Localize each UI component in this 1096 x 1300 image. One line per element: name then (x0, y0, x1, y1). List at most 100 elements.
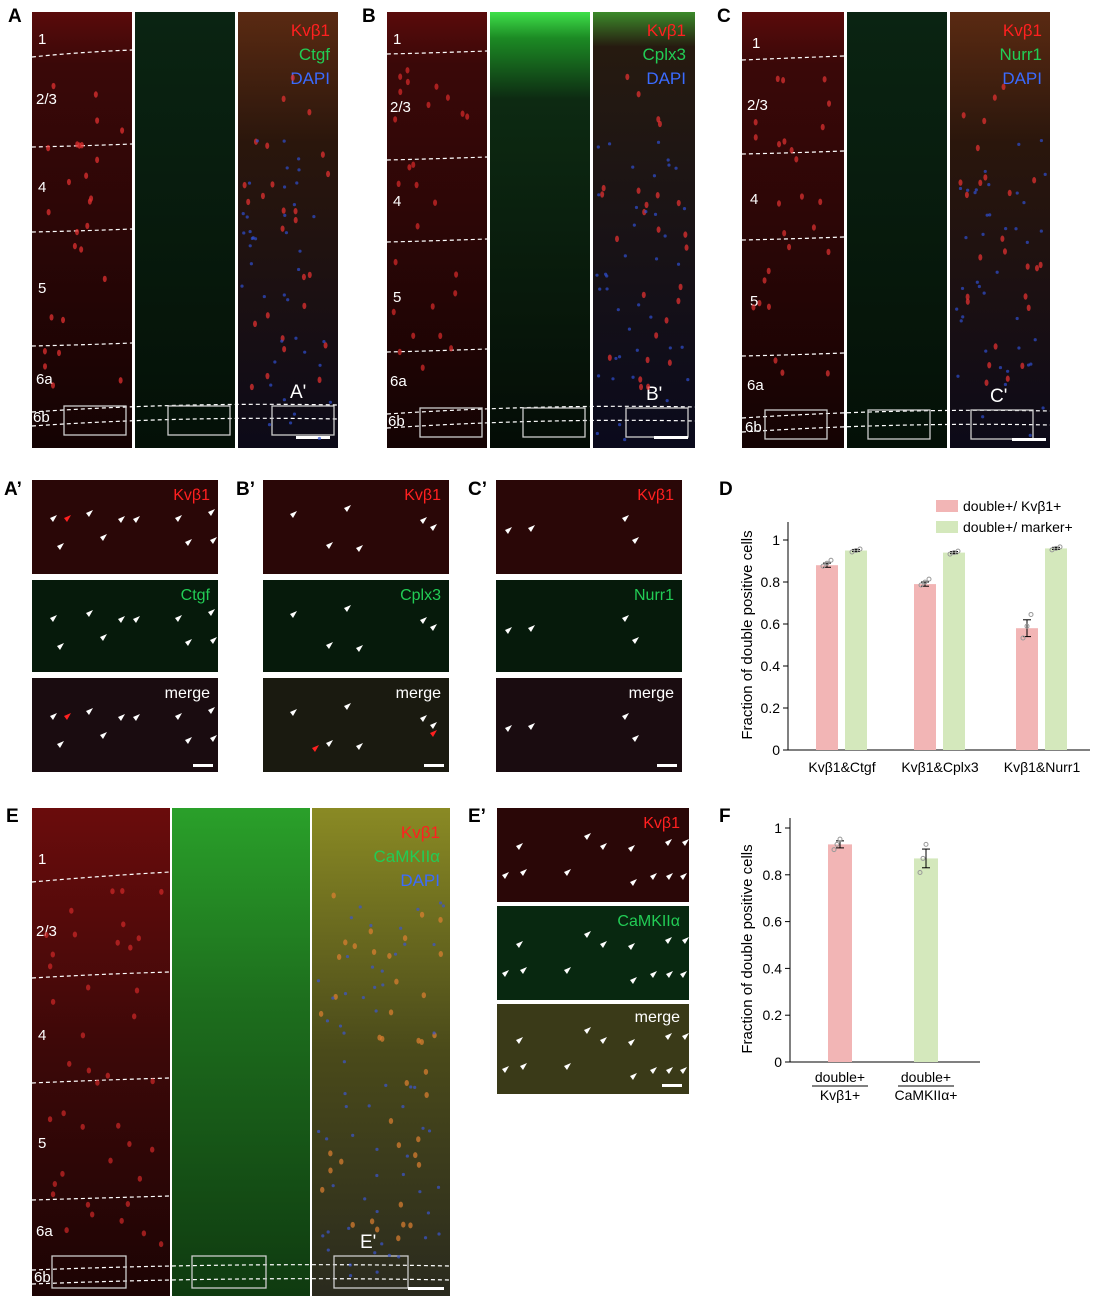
e-prime-merge-image (497, 1004, 689, 1094)
cell-blob (407, 164, 412, 171)
dapi-nucleus (981, 232, 985, 236)
dapi-nucleus (393, 952, 398, 956)
label-dapi: DAPI (290, 69, 330, 88)
cell-blob (369, 1218, 375, 1225)
chart-f-y-tick-label: 0.6 (763, 914, 783, 930)
cell-blobs-row3 (44, 888, 446, 1278)
panel-e-kvb1-image (32, 808, 170, 1296)
dapi-nucleus (616, 308, 620, 312)
e-prime-kvb1-image (497, 808, 689, 902)
dapi-nucleus (397, 1255, 401, 1259)
cell-blob (116, 1122, 121, 1129)
chart-d-legend-swatch (936, 521, 958, 533)
dapi-nucleus (998, 365, 1003, 370)
dapi-nucleus (286, 298, 290, 302)
cell-blob (449, 345, 454, 352)
dapi-nucleus (245, 215, 249, 219)
cell-blob (423, 1068, 429, 1075)
cell-blob (128, 944, 133, 951)
dapi-nucleus (367, 1104, 371, 1108)
panel-label-d: D (719, 479, 733, 500)
cell-blob (150, 1078, 155, 1085)
chart-f-data-point (917, 869, 923, 875)
cell-blob (641, 291, 646, 299)
chart-d-data-point (1024, 623, 1030, 629)
dapi-nucleus (338, 1024, 343, 1028)
dapi-nucleus (663, 234, 667, 238)
chart-d-data-point (1028, 611, 1034, 617)
arrowhead-marker (682, 937, 689, 944)
cell-blob (137, 1175, 143, 1182)
arrowhead-marker (50, 615, 57, 622)
chart-f-x-label-denominator: CaMKIIα+ (895, 1087, 958, 1103)
dapi-nucleus (988, 213, 992, 217)
cell-blob (120, 127, 125, 134)
panel-c-merge-image (950, 12, 1050, 448)
dapi-nucleus (423, 1236, 428, 1240)
arrowhead-marker (628, 1039, 635, 1046)
cell-blob (965, 298, 970, 305)
cell-blob (43, 363, 48, 370)
dapi-nucleus (605, 287, 609, 291)
dapi-nucleus (676, 262, 681, 266)
cell-blob (49, 314, 54, 321)
cell-blob (1002, 248, 1007, 255)
chart-d-bar (816, 565, 838, 750)
arrowhead-marker (50, 713, 57, 720)
arrowhead-marker (505, 627, 512, 634)
cell-blob (61, 316, 66, 324)
cell-blob (265, 372, 270, 380)
dapi-nucleus (409, 1085, 413, 1089)
chart-d-bar (845, 550, 867, 750)
dapi-nucleus (348, 1274, 353, 1278)
cell-blob (1000, 235, 1005, 242)
cell-blob (992, 94, 997, 101)
arrowhead-marker (622, 615, 629, 622)
cell-blob (777, 140, 782, 148)
dapi-nucleus (375, 1209, 379, 1214)
panel-c: C 1 2/3 4 5 6a 6b Kvβ1 Nurr1 DAPI C' (717, 6, 1051, 448)
dapi-nucleus (282, 185, 287, 189)
cell-blob (57, 349, 62, 357)
arrowhead-marker (185, 539, 192, 546)
layer-label-2-3: 2/3 (36, 91, 57, 108)
dapi-nucleus (242, 231, 246, 235)
cell-blob (377, 1034, 382, 1041)
dapi-nucleus (282, 398, 286, 402)
cell-blob (350, 1221, 355, 1228)
cell-blob (414, 181, 419, 189)
cell-blob (1007, 189, 1012, 197)
dapi-nucleus (598, 287, 602, 291)
cell-blob (404, 1080, 409, 1087)
panel-label-c: C (717, 6, 731, 27)
dapi-nucleus (292, 412, 297, 416)
dapi-nucleus (627, 327, 632, 331)
label-dapi: DAPI (400, 871, 440, 890)
cell-blob (102, 275, 107, 283)
dapi-nucleus (623, 254, 627, 258)
cell-blob (625, 73, 630, 81)
layer-label-5: 5 (38, 1135, 46, 1152)
panel-a-ctgf-image (135, 12, 235, 448)
dapi-nucleus (317, 436, 322, 441)
dapi-nucleus (342, 1031, 346, 1035)
arrowhead-marker (344, 605, 351, 612)
arrowhead-marker (502, 970, 509, 977)
cell-blob (105, 1072, 111, 1079)
dapi-nucleus (347, 1226, 351, 1230)
label-merge: merge (635, 1009, 680, 1026)
cell-blob (281, 95, 286, 103)
panel-b-cplx3-image (490, 12, 590, 448)
cell-blob (44, 931, 49, 938)
dapi-nucleus (1015, 316, 1019, 321)
cell-blob (1020, 362, 1025, 370)
dapi-nucleus (343, 992, 348, 996)
dapi-nucleus (421, 1126, 425, 1130)
cell-blob (453, 290, 458, 297)
dapi-nucleus (381, 983, 385, 987)
dapi-nucleus (955, 307, 959, 311)
cell-blob (343, 939, 348, 946)
dapi-nucleus (349, 916, 353, 920)
layer-label-1: 1 (393, 31, 401, 48)
panel-label-e: E (6, 806, 19, 827)
